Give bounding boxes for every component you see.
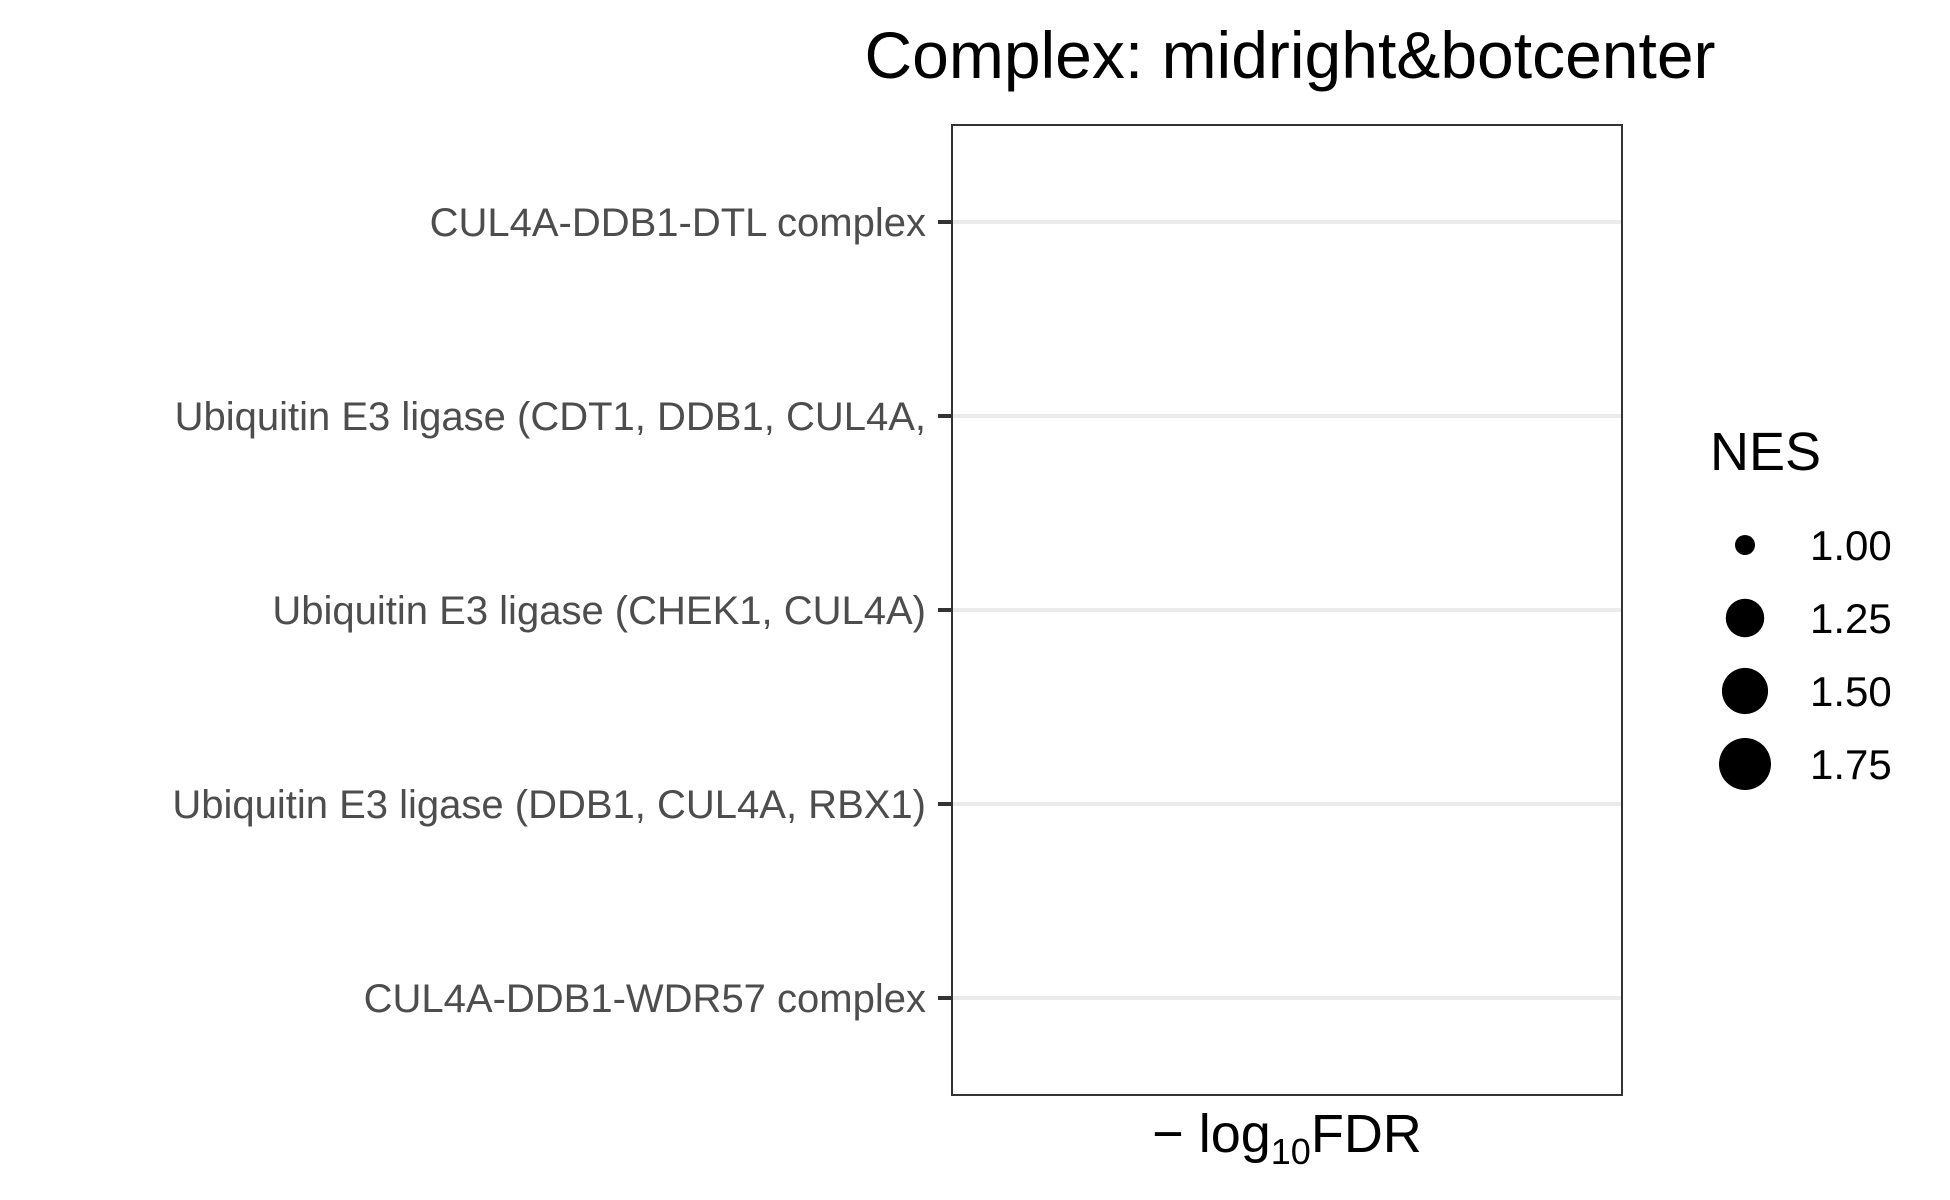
grid-lines: [952, 220, 1622, 1000]
legend-label: 1.25: [1810, 595, 1892, 642]
y-tick-label: CUL4A-DDB1-WDR57 complex: [364, 977, 926, 1021]
legend-label: 1.00: [1810, 522, 1892, 569]
x-axis-label: − log10FDR: [1152, 1104, 1422, 1172]
legend-label: 1.75: [1810, 741, 1892, 788]
x-axis-label-prefix: − log: [1152, 1104, 1271, 1164]
y-tick-label: Ubiquitin E3 ligase (CDT1, DDB1, CUL4A,: [175, 395, 926, 439]
x-axis-label-subscript: 10: [1271, 1131, 1311, 1172]
chart-title: Complex: midright&botcenter: [864, 18, 1715, 92]
legend-key: [1719, 738, 1771, 790]
legend-label: 1.50: [1810, 668, 1892, 715]
y-tick-label: CUL4A-DDB1-DTL complex: [430, 201, 926, 245]
legend-nes: NES 1.00 1.25 1.50 1.75: [1710, 422, 1892, 790]
y-tick-label: Ubiquitin E3 ligase (CHEK1, CUL4A): [272, 589, 926, 633]
legend-title: NES: [1710, 422, 1821, 482]
x-axis-label-suffix: FDR: [1311, 1104, 1422, 1164]
y-tick-label: Ubiquitin E3 ligase (DDB1, CUL4A, RBX1): [172, 783, 926, 827]
legend-key: [1721, 667, 1769, 715]
y-axis: CUL4A-DDB1-DTL complex Ubiquitin E3 ligas…: [172, 201, 952, 1021]
legend-key: [1725, 598, 1765, 638]
legend-key: [1735, 535, 1755, 555]
